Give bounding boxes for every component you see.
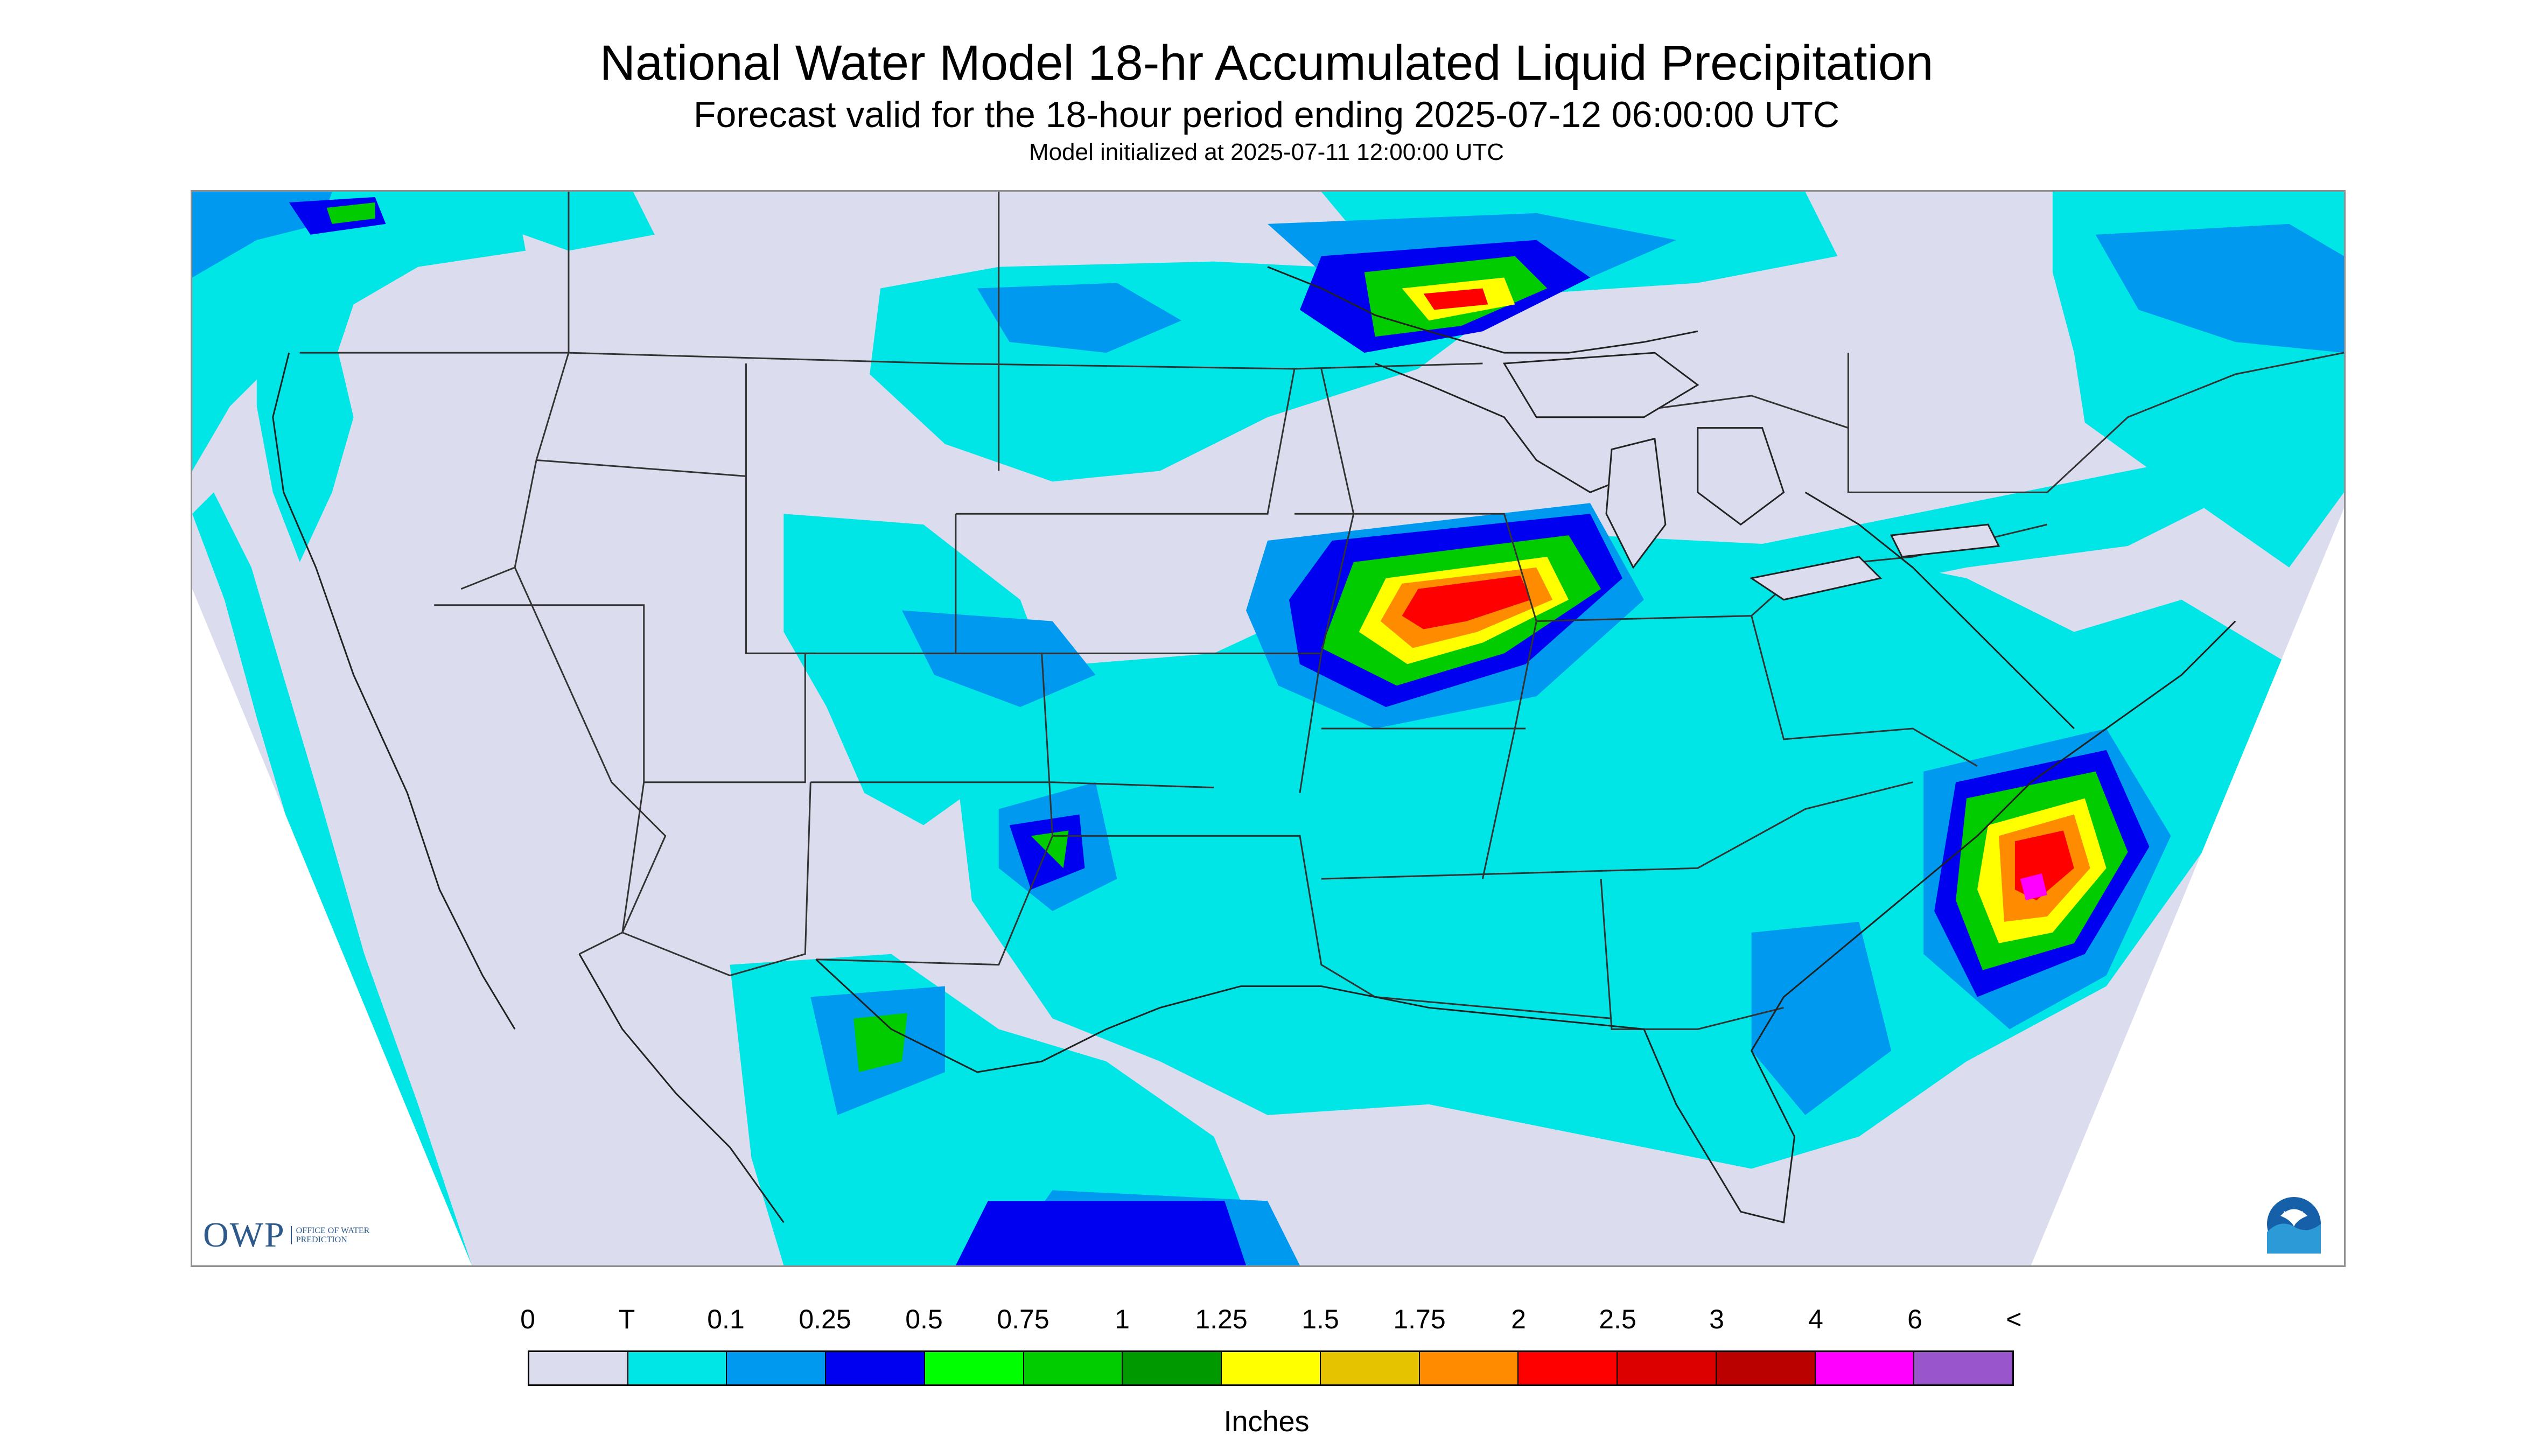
legend-swatch: [1024, 1352, 1123, 1384]
legend-tick-label: 0.25: [799, 1304, 851, 1334]
legend-swatch: [826, 1352, 925, 1384]
legend-tick-label: 2.5: [1599, 1304, 1636, 1334]
noaa-logo-text: NOAA: [2283, 1210, 2305, 1219]
legend-tick-label: 1.75: [1393, 1304, 1446, 1334]
map-title: National Water Model 18-hr Accumulated L…: [599, 36, 1934, 90]
legend-tick-label: 3: [1709, 1304, 1724, 1334]
legend-swatch: [1716, 1352, 1816, 1384]
legend-swatch: [1914, 1352, 2013, 1384]
coastlines: [272, 266, 2236, 1224]
legend-swatch: [1815, 1352, 1915, 1384]
noaa-logo: NOAA: [2265, 1195, 2323, 1254]
legend-swatch: [925, 1352, 1024, 1384]
great-lakes: [1502, 352, 2000, 601]
legend-tick-label: 0.5: [905, 1304, 943, 1334]
magenta-areas: [2020, 873, 2047, 901]
legend-swatch: [1222, 1352, 1321, 1384]
precipitation-map-canvas: [192, 192, 2344, 1265]
legend-tick-label: 1.5: [1302, 1304, 1339, 1334]
legend-swatch: [727, 1352, 827, 1384]
legend-swatch: [1519, 1352, 1618, 1384]
legend-color-bar: [528, 1350, 2014, 1386]
legend-swatch: [1123, 1352, 1222, 1384]
owp-logo: OWP OFFICE OF WATER PREDICTION: [203, 1215, 372, 1256]
forecast-period-subtitle: Forecast valid for the 18-hour period en…: [693, 94, 1840, 135]
legend-swatch: [1320, 1352, 1420, 1384]
legend-tick-label: <: [2006, 1304, 2022, 1334]
owp-logo-letters: OWP: [203, 1215, 285, 1255]
legend-tick-label: T: [618, 1304, 635, 1334]
legend-tick-label: 1.25: [1195, 1304, 1248, 1334]
legend-tick-label: 0.1: [707, 1304, 745, 1334]
legend-swatch: [529, 1352, 628, 1384]
legend-tick-label: 0.75: [997, 1304, 1049, 1334]
precipitation-map: OWP OFFICE OF WATER PREDICTION NOAA: [191, 190, 2346, 1267]
legend-units-label: Inches: [1223, 1405, 1310, 1438]
legend-tick-label: 2: [1511, 1304, 1526, 1334]
legend-tick-label: 6: [1907, 1304, 1922, 1334]
legend-tick-labels: 0 T 0.1 0.25 0.5 0.75 1 1.25 1.5 1.75 2 2.5 3 4 6 <: [520, 1303, 2022, 1341]
legend-tick-label: 1: [1115, 1304, 1130, 1334]
legend-tick-label: 0: [520, 1304, 535, 1334]
legend-swatch: [1419, 1352, 1519, 1384]
legend-tick-label: 4: [1808, 1304, 1823, 1334]
model-init-line: Model initialized at 2025-07-11 12:00:00…: [1028, 139, 1505, 165]
owp-logo-subtext: OFFICE OF WATER PREDICTION: [290, 1226, 372, 1244]
legend-swatch: [628, 1352, 727, 1384]
legend-swatch: [1618, 1352, 1717, 1384]
